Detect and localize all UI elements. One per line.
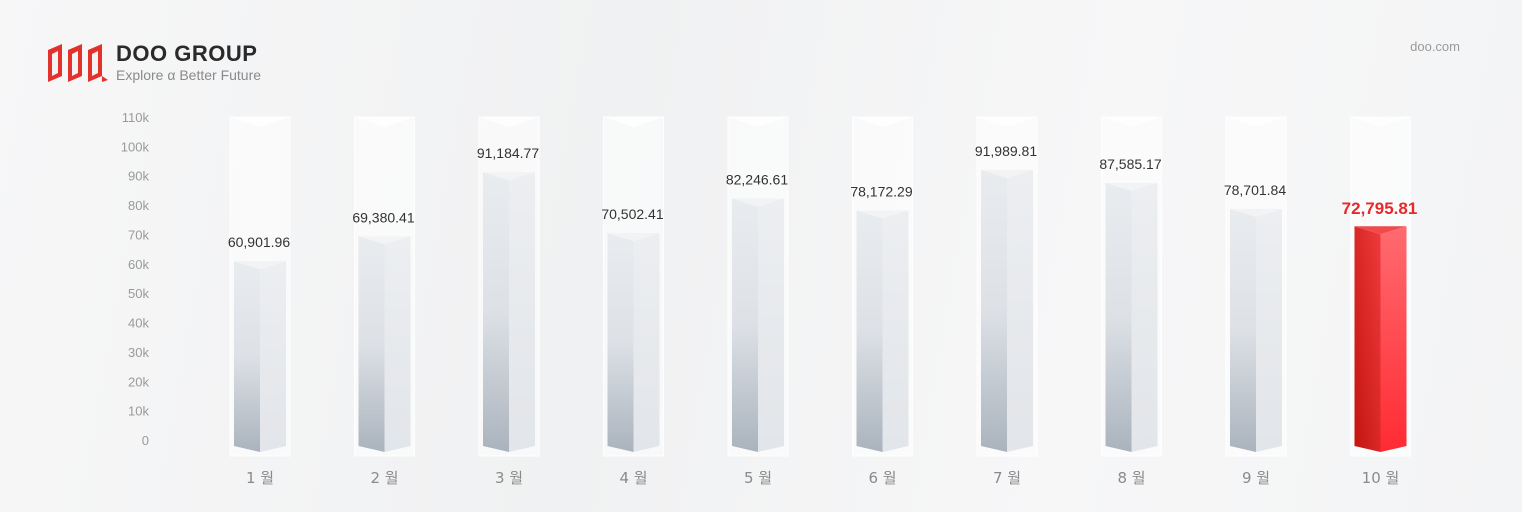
x-tick-label: 7 월 xyxy=(993,469,1021,487)
bar-track-top xyxy=(479,117,539,127)
bar-side xyxy=(633,232,660,452)
x-tick-label: 3 월 xyxy=(495,469,523,487)
y-tick-label: 40k xyxy=(128,316,149,331)
x-tick-label: 8 월 xyxy=(1117,469,1145,487)
y-tick-label: 20k xyxy=(128,374,149,389)
y-tick-label: 30k xyxy=(128,345,149,360)
y-tick-label: 10k xyxy=(128,404,149,419)
bar-top xyxy=(732,198,784,207)
bar-group: 72,795.81 10 월 xyxy=(1342,116,1418,487)
bar-side xyxy=(1007,169,1033,452)
bar-side xyxy=(882,210,909,452)
bar-track-top xyxy=(1101,117,1162,127)
bar-side xyxy=(260,261,286,452)
bar-track-top xyxy=(977,117,1037,127)
x-tick-label: 9 월 xyxy=(1242,469,1270,487)
value-label: 91,184.77 xyxy=(477,145,539,161)
bar-top xyxy=(234,261,286,270)
y-tick-label: 80k xyxy=(128,198,149,213)
bar-track-top xyxy=(728,117,788,127)
bar-group: 91,184.77 3 월 xyxy=(477,116,540,487)
value-label: 82,246.61 xyxy=(726,171,788,187)
bar-group: 87,585.17 8 월 xyxy=(1099,116,1162,487)
bar xyxy=(856,210,883,452)
bar-top xyxy=(607,232,660,241)
bar-group: 60,901.96 1 월 xyxy=(228,116,291,487)
y-tick-label: 70k xyxy=(128,227,149,242)
bar-side xyxy=(1380,226,1407,452)
bar xyxy=(1105,182,1132,452)
bar-group: 82,246.61 5 월 xyxy=(726,116,789,487)
bar-top xyxy=(1105,182,1158,191)
value-label: 69,380.41 xyxy=(352,209,414,225)
bar-side xyxy=(509,172,535,452)
bar-track-top xyxy=(230,117,290,127)
bar xyxy=(234,261,260,452)
bar-top xyxy=(856,210,909,219)
value-label: 91,989.81 xyxy=(975,143,1037,159)
bar-top xyxy=(1354,226,1407,235)
doo-logo-mark-icon xyxy=(48,44,108,82)
bar-group: 78,701.84 9 월 xyxy=(1224,116,1287,487)
x-tick-label: 1 월 xyxy=(246,469,274,487)
bar xyxy=(732,198,758,452)
bar-track-top xyxy=(1350,117,1411,127)
value-label: 70,502.41 xyxy=(601,206,663,222)
bar-group: 69,380.41 2 월 xyxy=(352,116,415,487)
bar-group: 91,989.81 7 월 xyxy=(975,116,1038,487)
bar-track-top xyxy=(852,117,913,127)
value-label: 72,795.81 xyxy=(1342,199,1418,218)
value-label: 78,172.29 xyxy=(850,183,912,199)
bar xyxy=(981,169,1007,452)
bar xyxy=(607,232,634,452)
y-tick-label: 90k xyxy=(128,169,149,184)
bar-top xyxy=(1230,208,1282,217)
y-tick-label: 0 xyxy=(142,433,149,448)
brand-name: DOO GROUP xyxy=(116,41,258,66)
value-label: 87,585.17 xyxy=(1099,156,1161,172)
bar-top xyxy=(358,236,411,245)
bar xyxy=(358,236,385,452)
bar xyxy=(483,172,509,452)
bar-track-top xyxy=(354,117,415,127)
bar xyxy=(1230,208,1256,452)
bar xyxy=(1354,226,1381,452)
x-tick-label: 10 월 xyxy=(1362,469,1400,487)
value-label: 60,901.96 xyxy=(228,234,290,250)
y-tick-label: 110k xyxy=(122,110,150,125)
bar-track-top xyxy=(603,117,664,127)
x-tick-label: 6 월 xyxy=(868,469,896,487)
value-label: 78,701.84 xyxy=(1224,182,1286,198)
x-tick-label: 2 월 xyxy=(370,469,398,487)
y-tick-label: 60k xyxy=(128,257,149,272)
y-tick-label: 100k xyxy=(121,139,150,154)
bar-side xyxy=(758,198,784,452)
bar-side xyxy=(1131,182,1158,452)
bar-top xyxy=(981,169,1033,178)
bar-group: 78,172.29 6 월 xyxy=(850,116,913,487)
bar-side xyxy=(384,236,411,452)
bar-top xyxy=(483,172,535,181)
bar-track-top xyxy=(1226,117,1286,127)
brand-tagline: Explore α Better Future xyxy=(116,67,262,83)
bar-side xyxy=(1256,208,1282,452)
doo-group-logo: DOO GROUP Explore α Better Future xyxy=(46,42,261,84)
bar-group: 70,502.41 4 월 xyxy=(601,116,664,487)
x-tick-label: 5 월 xyxy=(744,469,772,487)
site-url: doo.com xyxy=(1410,39,1460,54)
x-tick-label: 4 월 xyxy=(619,469,647,487)
y-tick-label: 50k xyxy=(128,286,149,301)
